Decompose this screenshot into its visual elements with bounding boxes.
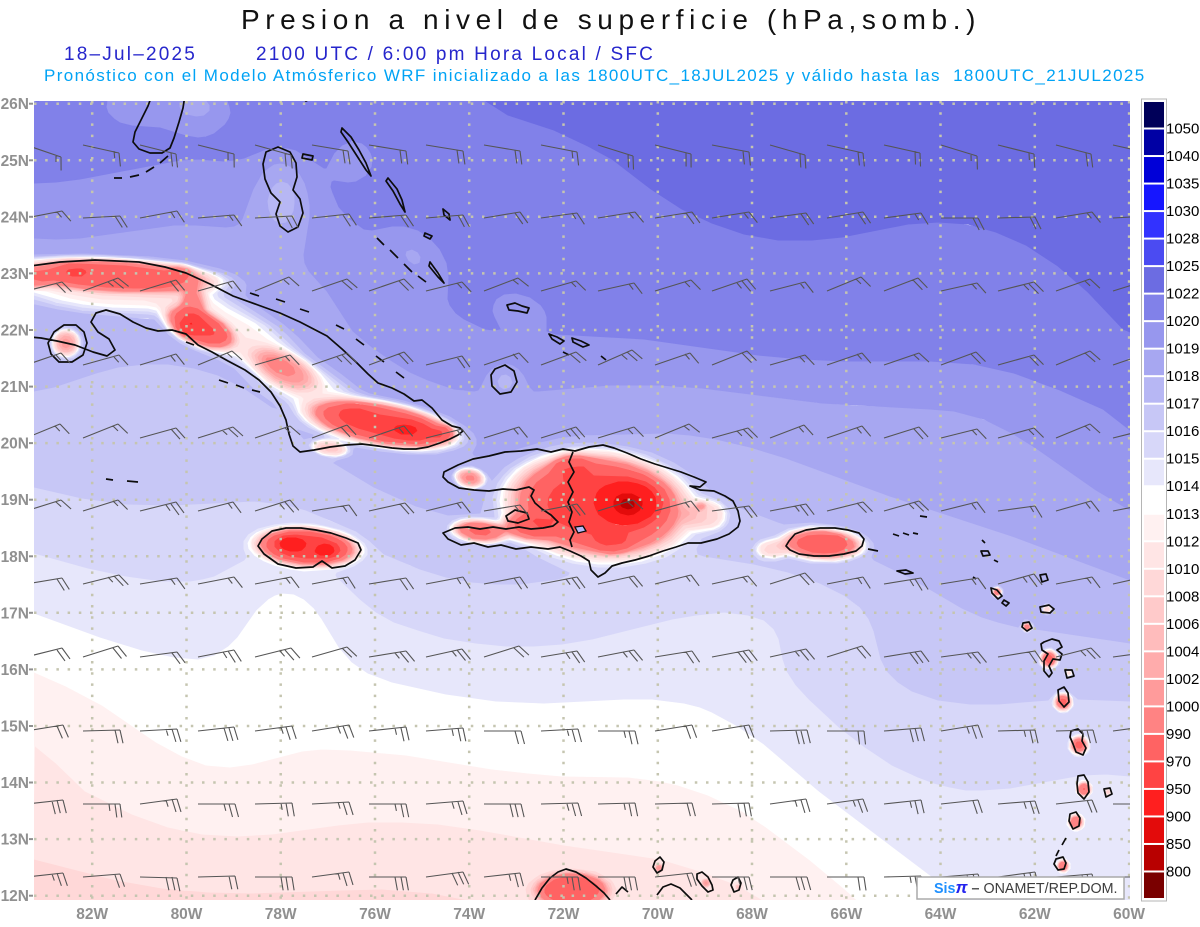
- svg-text:24N: 24N: [1, 209, 29, 226]
- svg-text:990: 990: [1166, 726, 1191, 743]
- svg-text:800: 800: [1166, 864, 1191, 881]
- svg-text:1006: 1006: [1166, 616, 1199, 633]
- svg-text:1015: 1015: [1166, 451, 1199, 468]
- svg-text:1028: 1028: [1166, 231, 1199, 248]
- svg-text:1030: 1030: [1166, 203, 1199, 220]
- svg-text:20N: 20N: [1, 436, 29, 453]
- svg-text:64W: 64W: [925, 906, 957, 923]
- svg-text:26N: 26N: [1, 96, 29, 113]
- svg-text:1004: 1004: [1166, 643, 1199, 660]
- svg-text:1012: 1012: [1166, 533, 1199, 550]
- svg-text:72W: 72W: [548, 906, 580, 923]
- svg-text:78W: 78W: [265, 906, 297, 923]
- svg-text:18N: 18N: [1, 549, 29, 566]
- svg-text:66W: 66W: [830, 906, 862, 923]
- svg-text:15N: 15N: [1, 719, 29, 736]
- svg-text:16N: 16N: [1, 662, 29, 679]
- svg-text:Sisπ – ONAMET/REP.DOM.: Sisπ – ONAMET/REP.DOM.: [934, 878, 1117, 897]
- svg-text:1050: 1050: [1166, 121, 1199, 138]
- svg-text:62W: 62W: [1019, 906, 1051, 923]
- svg-text:68W: 68W: [736, 906, 768, 923]
- svg-text:1010: 1010: [1166, 561, 1199, 578]
- svg-text:76W: 76W: [359, 906, 391, 923]
- svg-text:22N: 22N: [1, 323, 29, 340]
- svg-text:1019: 1019: [1166, 341, 1199, 358]
- svg-text:14N: 14N: [1, 775, 29, 792]
- svg-text:19N: 19N: [1, 492, 29, 509]
- svg-text:1014: 1014: [1166, 478, 1199, 495]
- svg-text:1002: 1002: [1166, 671, 1199, 688]
- svg-text:1016: 1016: [1166, 423, 1199, 440]
- svg-text:17N: 17N: [1, 605, 29, 622]
- svg-text:900: 900: [1166, 808, 1191, 825]
- svg-text:1035: 1035: [1166, 176, 1199, 193]
- svg-text:1013: 1013: [1166, 506, 1199, 523]
- svg-text:1040: 1040: [1166, 148, 1199, 165]
- svg-text:70W: 70W: [642, 906, 674, 923]
- svg-text:1025: 1025: [1166, 258, 1199, 275]
- svg-text:1017: 1017: [1166, 396, 1199, 413]
- svg-text:25N: 25N: [1, 153, 29, 170]
- svg-text:1022: 1022: [1166, 286, 1199, 303]
- svg-text:82W: 82W: [76, 906, 108, 923]
- svg-text:21N: 21N: [1, 379, 29, 396]
- svg-text:850: 850: [1166, 836, 1191, 853]
- svg-text:23N: 23N: [1, 266, 29, 283]
- svg-text:970: 970: [1166, 753, 1191, 770]
- svg-text:60W: 60W: [1113, 906, 1145, 923]
- svg-text:1020: 1020: [1166, 313, 1199, 330]
- svg-text:1018: 1018: [1166, 368, 1199, 385]
- svg-text:950: 950: [1166, 781, 1191, 798]
- svg-text:12N: 12N: [1, 888, 29, 905]
- svg-text:74W: 74W: [453, 906, 485, 923]
- svg-text:1000: 1000: [1166, 698, 1199, 715]
- svg-text:13N: 13N: [1, 832, 29, 849]
- svg-text:1008: 1008: [1166, 588, 1199, 605]
- svg-text:80W: 80W: [171, 906, 203, 923]
